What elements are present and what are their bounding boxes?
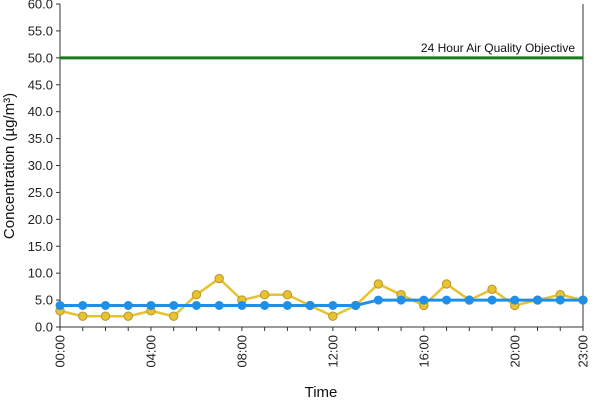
series-2-point xyxy=(191,300,201,310)
series-1-point xyxy=(282,290,293,300)
series-2-point xyxy=(373,295,383,305)
series-2-point xyxy=(78,300,88,310)
x-tick-label: 20:00 xyxy=(507,335,522,368)
x-tick-label: 16:00 xyxy=(416,335,431,368)
y-tick-label: 25.0 xyxy=(28,185,53,200)
y-tick-label: 10.0 xyxy=(28,266,53,281)
series-2-point xyxy=(169,300,179,310)
y-tick-label: 55.0 xyxy=(28,23,53,38)
series-1-point xyxy=(168,311,179,321)
series-2-point xyxy=(555,295,565,305)
series-2-point xyxy=(282,300,292,310)
series-1-point xyxy=(78,311,88,321)
series-2-point xyxy=(305,300,315,310)
series-1-point xyxy=(259,290,270,300)
x-tick-label: 23:00 xyxy=(576,335,591,368)
y-tick-label: 20.0 xyxy=(28,212,53,227)
series-2-point xyxy=(487,295,497,305)
y-tick-label: 40.0 xyxy=(28,104,53,119)
y-tick-label: 5.0 xyxy=(35,293,53,308)
series-1-point xyxy=(214,273,224,284)
series-2-point xyxy=(237,300,247,310)
series-1-point xyxy=(328,311,338,321)
series-2-point xyxy=(533,295,543,305)
series-2-point xyxy=(214,300,224,310)
series-1-point xyxy=(441,279,452,289)
series-line-1 xyxy=(59,277,584,318)
series-2-point xyxy=(146,300,156,310)
y-tick-label: 45.0 xyxy=(28,77,53,92)
series-1-point xyxy=(487,284,497,295)
y-axis-title: Concentration (µg/m³) xyxy=(1,93,18,239)
x-tick-label: 00:00 xyxy=(53,335,68,368)
reference-line-label: 24 Hour Air Quality Objective xyxy=(421,41,575,55)
series-2-point xyxy=(328,300,338,310)
y-tick-label: 60.0 xyxy=(28,0,53,12)
series-1-point xyxy=(100,311,111,321)
x-tick-label: 12:00 xyxy=(325,335,340,368)
series-2-point xyxy=(464,295,474,305)
y-tick-label: 35.0 xyxy=(28,131,53,146)
series-2-point xyxy=(260,300,270,310)
series-2-point xyxy=(351,300,361,310)
series-2-point xyxy=(578,295,588,305)
series-2-point xyxy=(100,300,110,310)
y-tick-label: 0.0 xyxy=(35,320,53,335)
series-2-point xyxy=(510,295,520,305)
series-2-point xyxy=(442,295,452,305)
series-2-point xyxy=(419,295,429,305)
x-axis-title: Time xyxy=(305,384,338,400)
series-1-point xyxy=(191,290,202,300)
x-tick-label: 04:00 xyxy=(143,335,158,368)
plot-area: 0.0 5.0 10.0 15.0 20.0 25.0 30.0 35.0 40.0 45.0 50… xyxy=(28,0,591,368)
y-tick-label: 15.0 xyxy=(28,239,53,254)
series-line-2 xyxy=(60,298,583,307)
series-2-point xyxy=(55,300,65,310)
y-tick-label: 50.0 xyxy=(28,50,53,65)
x-tick-label: 08:00 xyxy=(234,335,249,368)
y-tick-label: 30.0 xyxy=(28,158,53,173)
series-2-point xyxy=(123,300,133,310)
series-2-point xyxy=(396,295,406,305)
series-1-point xyxy=(373,279,384,289)
series-1-point xyxy=(123,311,133,321)
